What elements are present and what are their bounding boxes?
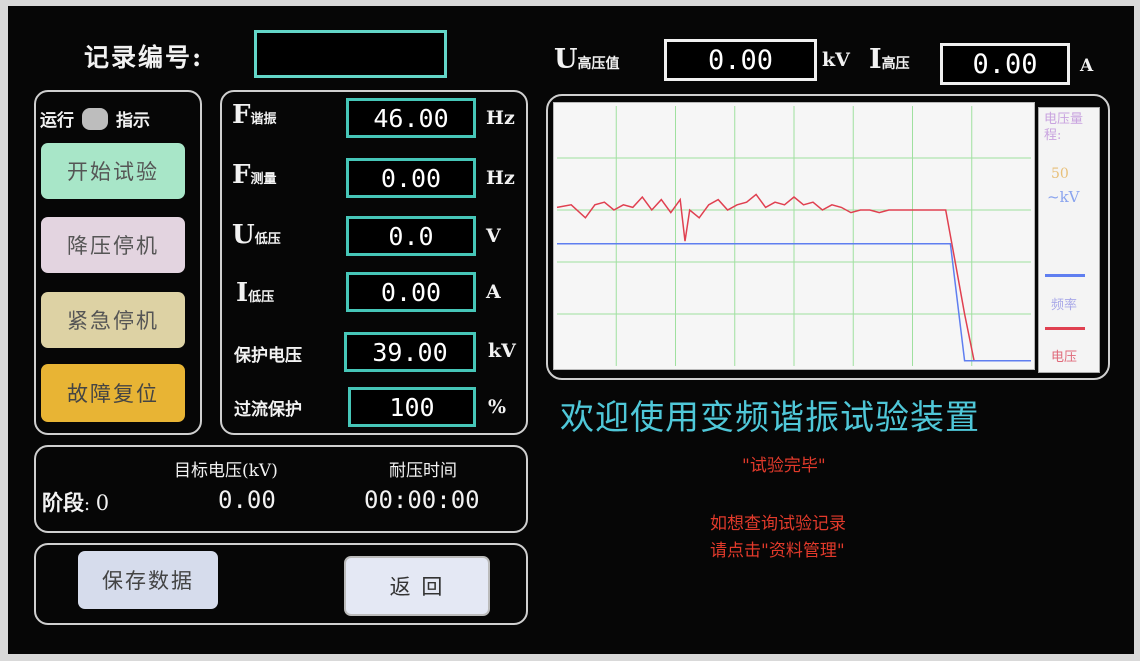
record-number-label: 记录编号: xyxy=(84,43,204,72)
run-indicator-lamp xyxy=(82,107,108,130)
i-low-unit: A xyxy=(486,281,501,303)
overcurrent-value: 100 xyxy=(348,387,476,427)
stage-panel xyxy=(34,445,528,533)
stage-value: 0 xyxy=(95,491,110,515)
record-number-field[interactable] xyxy=(254,30,447,78)
f-resonant-unit: Hz xyxy=(486,107,515,129)
i-high-value: 0.00 xyxy=(940,43,1070,85)
f-resonant-label: F谐振 xyxy=(232,100,277,130)
emergency-stop-button[interactable]: 紧急停机 xyxy=(41,292,185,348)
start-test-button[interactable]: 开始试验 xyxy=(41,143,185,199)
protect-voltage-value: 39.00 xyxy=(344,332,476,372)
f-resonant-value: 46.00 xyxy=(346,98,476,138)
chart-legend: 电压量程: 50 ~kV 频率 电压 xyxy=(1038,107,1100,373)
i-low-value: 0.00 xyxy=(346,272,476,312)
hold-time-header: 耐压时间 xyxy=(389,461,457,481)
u-low-label: U低压 xyxy=(232,220,281,250)
hint-line-1: 如想查询试验记录 xyxy=(710,514,846,534)
chart-panel xyxy=(546,94,1110,380)
run-indicator: 运行 指示 xyxy=(40,106,150,131)
volt-legend-swatch xyxy=(1045,327,1085,330)
target-voltage-value: 0.00 xyxy=(218,486,276,514)
f-measured-unit: Hz xyxy=(486,167,515,189)
hold-time-value: 00:00:00 xyxy=(364,486,480,514)
volt-legend-label: 电压 xyxy=(1051,350,1078,365)
u-high-value: 0.00 xyxy=(664,39,817,81)
range-unit: ~kV xyxy=(1047,188,1080,206)
range-value: 50 xyxy=(1051,166,1069,182)
save-data-button[interactable]: 保存数据 xyxy=(78,551,218,609)
freq-legend-swatch xyxy=(1045,274,1085,277)
run-indicator-label-left: 运行 xyxy=(40,111,74,131)
target-voltage-header: 目标电压(kV) xyxy=(174,461,278,481)
range-label: 电压量程: xyxy=(1044,112,1084,143)
back-button[interactable]: 返 回 xyxy=(344,556,490,616)
u-high-label: U高压值 xyxy=(554,44,620,75)
control-panel xyxy=(34,90,202,435)
protect-voltage-label: 保护电压 xyxy=(234,346,302,366)
u-low-value: 0.0 xyxy=(346,216,476,256)
welcome-banner: 欢迎使用变频谐振试验装置 xyxy=(560,398,980,438)
parameter-panel xyxy=(220,90,528,435)
i-high-label: I高压 xyxy=(869,44,910,75)
frequency-series-line xyxy=(557,243,1031,362)
u-high-unit: kV xyxy=(822,49,850,71)
i-high-unit: A xyxy=(1080,56,1094,76)
fault-reset-button[interactable]: 故障复位 xyxy=(41,364,185,422)
step-down-stop-button[interactable]: 降压停机 xyxy=(41,217,185,273)
stage-label: 阶段: 0 xyxy=(42,490,110,515)
f-measured-value: 0.00 xyxy=(346,158,476,198)
f-measured-label: F测量 xyxy=(232,160,277,190)
protect-voltage-unit: kV xyxy=(488,340,516,362)
overcurrent-unit: % xyxy=(488,396,507,418)
overcurrent-label: 过流保护 xyxy=(234,400,302,420)
hmi-screen: 记录编号: U高压值 0.00 kV I高压 0.00 A 运行 指示 开始试验… xyxy=(8,6,1134,654)
freq-legend-label: 频率 xyxy=(1051,298,1078,313)
hint-line-2: 请点击"资料管理" xyxy=(710,541,845,561)
bottom-button-panel xyxy=(34,543,528,625)
run-indicator-label-right: 指示 xyxy=(116,111,150,131)
trend-chart xyxy=(553,102,1035,370)
i-low-label: I低压 xyxy=(236,278,275,308)
voltage-series-line xyxy=(556,193,1031,362)
status-message: "试验完毕" xyxy=(742,456,826,476)
u-low-unit: V xyxy=(486,225,501,247)
